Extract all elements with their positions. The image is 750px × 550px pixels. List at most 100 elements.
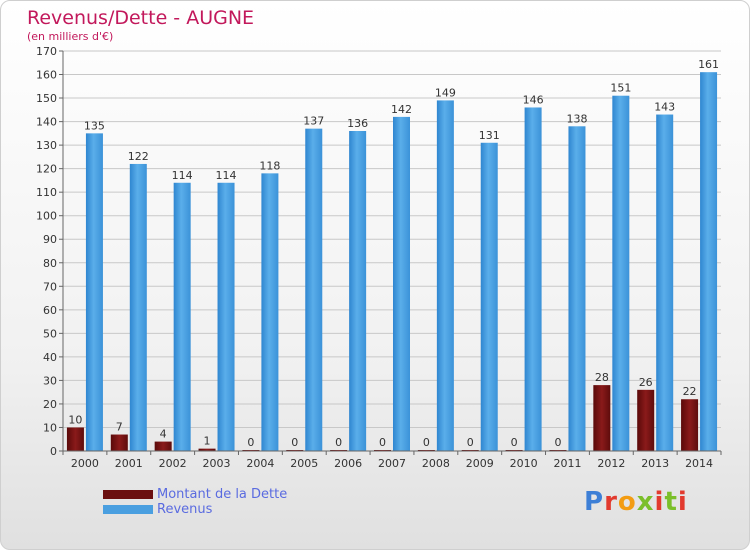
proxiti-logo: Proxiti xyxy=(584,487,688,517)
bar-revenus-2011 xyxy=(568,126,586,451)
y-tick-label: 10 xyxy=(43,421,57,434)
data-label-debt-2003: 1 xyxy=(204,435,211,448)
data-label-revenus-2000: 135 xyxy=(84,119,105,132)
logo-letter: t xyxy=(664,487,678,517)
data-label-debt-2008: 0 xyxy=(423,436,430,449)
data-label-revenus-2001: 122 xyxy=(128,150,149,163)
legend-swatch-revenus xyxy=(103,505,153,514)
x-tick-label-2013: 2013 xyxy=(641,457,669,470)
data-label-debt-2009: 0 xyxy=(467,436,474,449)
x-tick-label-2011: 2011 xyxy=(553,457,581,470)
chart-subtitle: (en milliers d'€) xyxy=(27,30,114,43)
bar-revenus-2010 xyxy=(524,107,542,452)
x-tick-label-2001: 2001 xyxy=(115,457,143,470)
bar-revenus-2005 xyxy=(305,128,323,451)
x-tick-label-2003: 2003 xyxy=(203,457,231,470)
y-tick-label: 40 xyxy=(43,351,57,364)
data-label-debt-2010: 0 xyxy=(511,436,518,449)
bar-revenus-2001 xyxy=(129,163,147,452)
data-label-revenus-2003: 114 xyxy=(216,169,237,182)
data-label-debt-2005: 0 xyxy=(291,436,298,449)
bar-debt-2001 xyxy=(110,434,128,451)
data-label-revenus-2002: 114 xyxy=(172,169,193,182)
y-tick-label: 160 xyxy=(36,69,57,82)
legend-label-debt: Montant de la Dette xyxy=(157,487,288,502)
logo-letter: P xyxy=(584,487,605,517)
data-label-revenus-2004: 118 xyxy=(259,159,280,172)
data-label-debt-2004: 0 xyxy=(247,436,254,449)
y-tick-label: 80 xyxy=(43,257,57,270)
data-label-revenus-2014: 161 xyxy=(698,58,719,71)
x-tick-label-2005: 2005 xyxy=(290,457,318,470)
data-label-debt-2007: 0 xyxy=(379,436,386,449)
bar-debt-2003 xyxy=(198,448,216,451)
x-tick-label-2009: 2009 xyxy=(466,457,494,470)
logo-letter: x xyxy=(636,487,655,517)
bar-revenus-2007 xyxy=(393,116,410,451)
data-label-revenus-2007: 142 xyxy=(391,103,412,116)
x-tick-label-2014: 2014 xyxy=(685,457,713,470)
bar-debt-2012 xyxy=(593,385,611,451)
y-tick-label: 150 xyxy=(36,92,57,105)
x-tick-label-2007: 2007 xyxy=(378,457,406,470)
bar-revenus-2002 xyxy=(173,182,191,451)
x-tick-label-2010: 2010 xyxy=(510,457,538,470)
y-tick-label: 70 xyxy=(43,280,57,293)
x-tick-label-2006: 2006 xyxy=(334,457,362,470)
bar-revenus-2008 xyxy=(436,100,454,451)
logo-letter: i xyxy=(677,487,688,517)
x-tick-label-2000: 2000 xyxy=(71,457,99,470)
bar-debt-2014 xyxy=(681,399,699,451)
data-label-revenus-2011: 138 xyxy=(566,112,587,125)
bar-debt-2013 xyxy=(637,389,655,451)
data-label-debt-2011: 0 xyxy=(554,436,561,449)
logo-letter: o xyxy=(617,487,637,517)
y-tick-label: 170 xyxy=(36,45,57,58)
data-label-debt-2000: 10 xyxy=(68,413,82,426)
logo-letter: r xyxy=(604,487,618,517)
data-label-revenus-2009: 131 xyxy=(479,129,500,142)
legend-swatch-debt xyxy=(103,490,153,499)
data-label-revenus-2010: 146 xyxy=(523,93,544,106)
data-label-debt-2006: 0 xyxy=(335,436,342,449)
data-label-revenus-2006: 136 xyxy=(347,117,368,130)
data-label-revenus-2008: 149 xyxy=(435,86,456,99)
data-label-revenus-2013: 143 xyxy=(654,101,675,114)
y-tick-label: 30 xyxy=(43,374,57,387)
bar-revenus-2003 xyxy=(217,182,235,451)
x-tick-label-2008: 2008 xyxy=(422,457,450,470)
logo-letter: i xyxy=(654,487,665,517)
y-tick-label: 20 xyxy=(43,398,57,411)
y-tick-label: 60 xyxy=(43,304,57,317)
bar-revenus-2004 xyxy=(261,173,279,451)
data-label-debt-2002: 4 xyxy=(160,428,167,441)
bar-revenus-2013 xyxy=(656,114,674,451)
y-tick-label: 50 xyxy=(43,327,57,340)
data-label-debt-2012: 28 xyxy=(595,371,609,384)
bar-revenus-2006 xyxy=(349,131,367,451)
bar-revenus-2012 xyxy=(612,95,630,452)
y-tick-label: 140 xyxy=(36,116,57,129)
x-tick-label-2012: 2012 xyxy=(597,457,625,470)
y-tick-label: 110 xyxy=(36,186,57,199)
bar-revenus-2000 xyxy=(85,133,103,451)
y-tick-label: 90 xyxy=(43,233,57,246)
bar-debt-2002 xyxy=(154,441,172,451)
bar-revenus-2014 xyxy=(700,72,718,452)
bar-debt-2000 xyxy=(66,427,84,451)
y-tick-label: 100 xyxy=(36,210,57,223)
data-label-debt-2001: 7 xyxy=(116,421,123,434)
data-label-debt-2013: 26 xyxy=(639,376,653,389)
data-label-debt-2014: 22 xyxy=(683,385,697,398)
bar-revenus-2009 xyxy=(480,142,498,451)
legend-label-revenus: Revenus xyxy=(157,502,213,517)
chart-title: Revenus/Dette - AUGNE xyxy=(27,7,255,29)
y-tick-label: 120 xyxy=(36,163,57,176)
data-label-revenus-2005: 137 xyxy=(303,115,324,128)
x-tick-label-2002: 2002 xyxy=(159,457,187,470)
y-tick-label: 130 xyxy=(36,139,57,152)
data-label-revenus-2012: 151 xyxy=(610,82,631,95)
x-tick-label-2004: 2004 xyxy=(246,457,274,470)
